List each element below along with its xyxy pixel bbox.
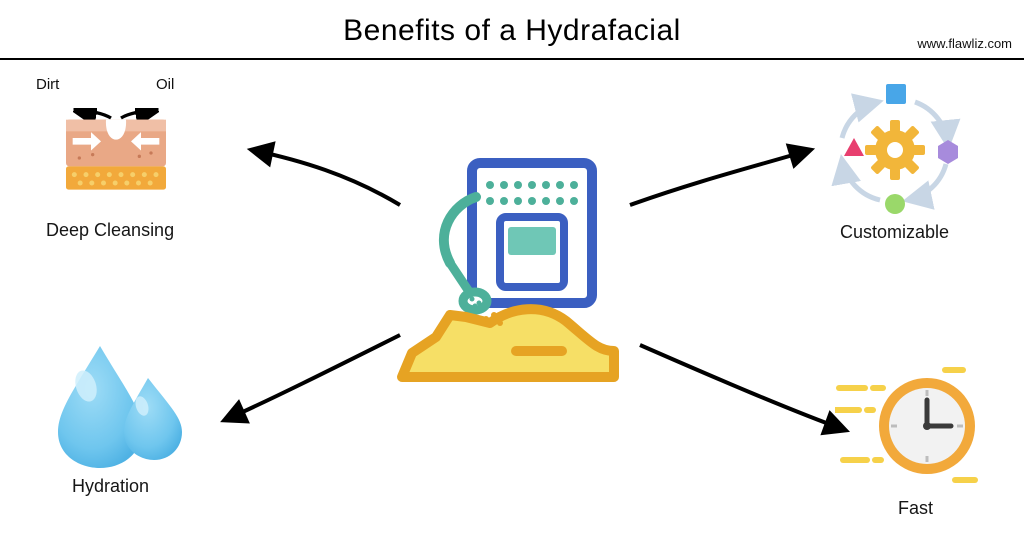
- customizable-label: Customizable: [840, 222, 949, 243]
- deep-cleansing-label: Deep Cleansing: [46, 220, 174, 241]
- dirt-label: Dirt: [36, 76, 59, 93]
- deep-cleansing-icon: [52, 108, 180, 208]
- fast-icon: [835, 360, 985, 490]
- hydration-icon: [52, 340, 187, 470]
- oil-label: Oil: [156, 76, 174, 93]
- customizable-icon: [820, 82, 970, 217]
- fast-label: Fast: [898, 498, 933, 519]
- hydration-label: Hydration: [72, 476, 149, 497]
- infographic-stage: Dirt Oil Deep Cleansing: [0, 0, 1024, 536]
